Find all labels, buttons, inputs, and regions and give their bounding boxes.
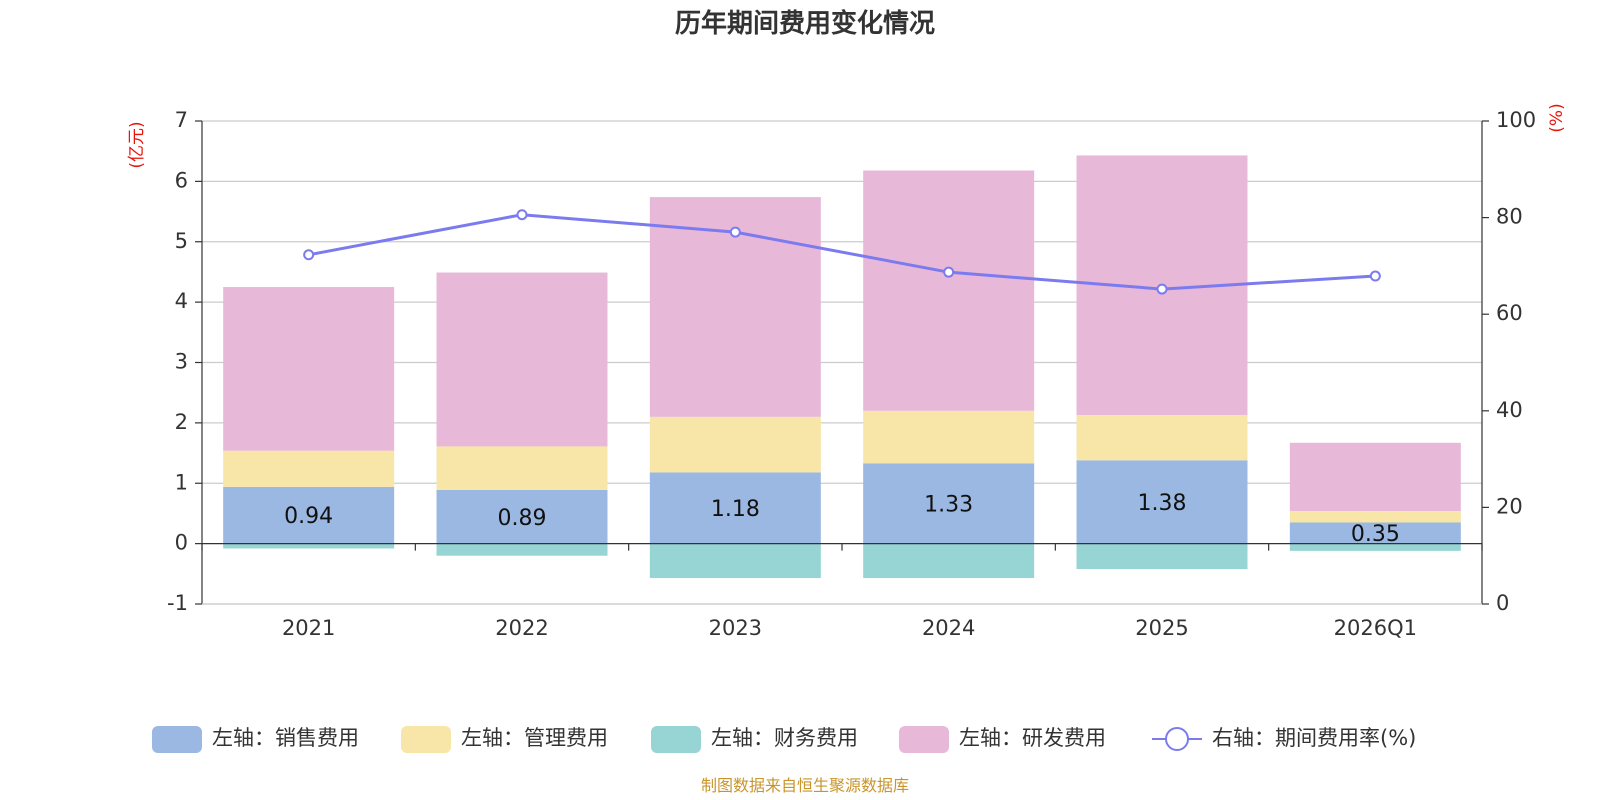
rate-point (943, 266, 955, 278)
rate-line (303, 209, 1381, 295)
legend-circle-icon (1165, 727, 1189, 751)
x-axis-label: 2024 (922, 616, 975, 640)
right-axis-tick-label: 60 (1496, 301, 1523, 325)
bar-segment (863, 543, 1035, 579)
bar-segment (649, 543, 821, 579)
x-axis-label: 2021 (282, 616, 335, 640)
right-axis-tick-label: 40 (1496, 398, 1523, 422)
chart-title: 历年期间费用变化情况 (675, 8, 935, 39)
right-axis-unit: (%) (1547, 103, 1567, 132)
left-axis-tick-label: 7 (175, 108, 188, 132)
x-axis-label: 2026Q1 (1334, 616, 1417, 640)
left-axis-tick-label: 4 (175, 289, 188, 313)
right-axis-tick-label: 0 (1496, 591, 1509, 615)
rate-point (303, 249, 315, 261)
source-note: 制图数据来自恒生聚源数据库 (701, 776, 909, 795)
rate-point (1369, 270, 1381, 282)
legend-swatch (899, 726, 949, 753)
right-axis-tick-label: 20 (1496, 494, 1523, 518)
bar-segment (649, 472, 821, 544)
legend-label: 左轴：管理费用 (461, 726, 608, 750)
data-label: 0.35 (1351, 522, 1400, 547)
bar-segment (436, 543, 608, 556)
left-axis-tick-label: 0 (175, 531, 188, 555)
legend-label: 左轴：财务费用 (711, 726, 858, 750)
rate-point (1156, 283, 1168, 295)
x-axis-label: 2025 (1135, 616, 1188, 640)
bar-segment (223, 486, 395, 544)
bar-segment (1289, 511, 1461, 523)
rate-point (729, 226, 741, 238)
rate-point (516, 209, 528, 221)
legend-label: 左轴：销售费用 (212, 726, 359, 750)
left-axis-tick-label: -1 (167, 591, 188, 615)
axes: -1 0 1 2 3 4 5 6 7 0 20 40 60 80 100 2021 2022 2023 2024 20… (167, 108, 1536, 640)
legend-label: 左轴：研发费用 (959, 726, 1106, 750)
bars (223, 155, 1461, 579)
bar-segment (436, 272, 608, 447)
bar-segment (1289, 543, 1461, 551)
bar-segment (223, 543, 395, 549)
x-axis-label: 2023 (709, 616, 762, 640)
bar-segment (863, 170, 1035, 411)
right-axis-tick-label: 100 (1496, 108, 1536, 132)
bar-segment (1289, 522, 1461, 544)
left-axis-unit: (亿元) (127, 121, 147, 168)
bar-segment (1076, 415, 1248, 461)
legend: 左轴：销售费用 左轴：管理费用 左轴：财务费用 左轴：研发费用 右轴：期间费用率(%) (152, 726, 1416, 753)
legend-swatch (651, 726, 701, 753)
bar-segment (436, 446, 608, 490)
data-label: 1.38 (1138, 491, 1187, 516)
data-label: 0.89 (498, 506, 547, 531)
bar-segment (863, 463, 1035, 544)
right-axis-tick-label: 80 (1496, 205, 1523, 229)
left-axis-tick-label: 6 (175, 168, 188, 192)
bar-segment (436, 489, 608, 544)
data-label: 1.18 (711, 497, 760, 522)
data-label: 0.94 (284, 504, 333, 529)
bar-segment (1289, 442, 1461, 512)
bar-segment (1076, 543, 1248, 569)
bar-segment (649, 416, 821, 473)
left-axis-tick-label: 3 (175, 350, 188, 374)
data-label: 1.33 (924, 492, 973, 517)
left-axis-tick-label: 2 (175, 410, 188, 434)
legend-label: 右轴：期间费用率(%) (1212, 726, 1416, 750)
bar-segment (863, 410, 1035, 464)
grid-lines (202, 120, 1482, 605)
rate-line-path (308, 213, 1376, 291)
x-axis-label: 2022 (495, 616, 548, 640)
data-labels: 0.94 0.89 1.18 1.33 1.38 0.35 (284, 491, 1400, 547)
bar-segment (1076, 460, 1248, 544)
bar-segment (223, 287, 395, 451)
legend-swatch (152, 726, 202, 753)
left-axis-tick-label: 5 (175, 229, 188, 253)
left-axis-tick-label: 1 (175, 470, 188, 494)
legend-swatch (401, 726, 451, 753)
bar-segment (223, 450, 395, 487)
